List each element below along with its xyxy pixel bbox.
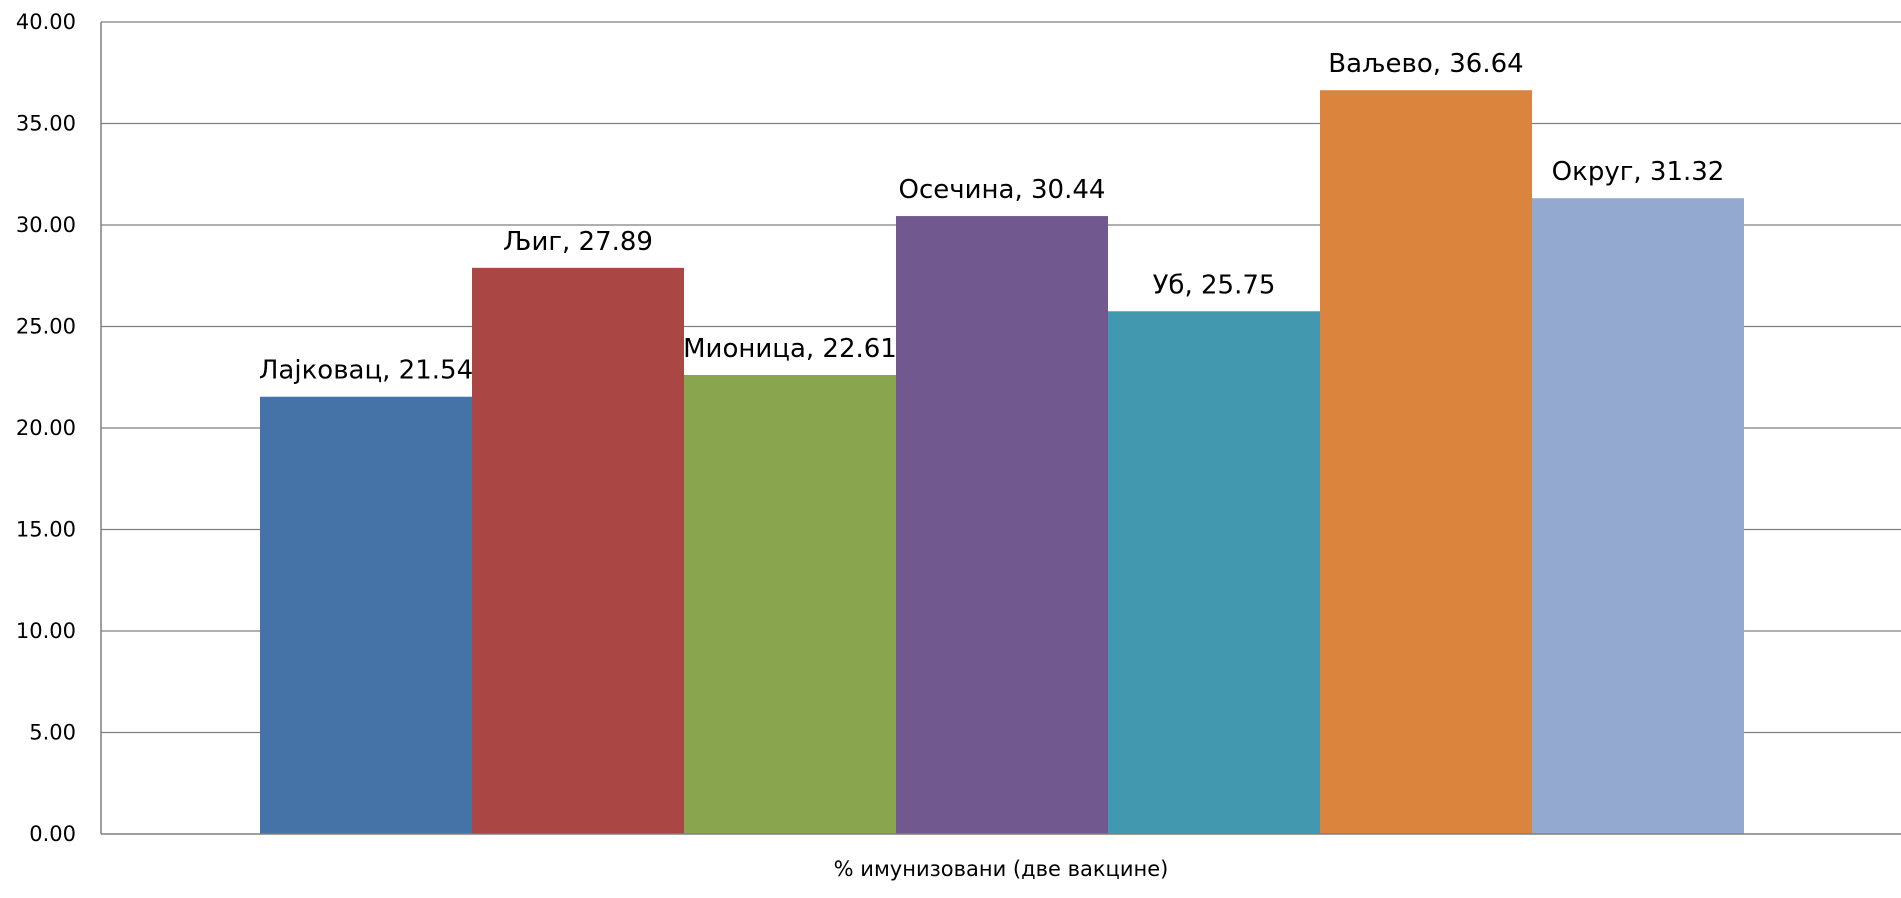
y-tick-label: 30.00 [16, 213, 76, 237]
y-axis-tick-labels: 0.00 5.00 10.00 15.00 20.00 25.00 30.00 35.00 40… [16, 10, 76, 846]
y-tick-label: 5.00 [29, 721, 76, 745]
data-label: Уб, 25.75 [1153, 270, 1276, 300]
x-axis-category-label: % имунизовани (две вакцине) [834, 857, 1169, 881]
bar-7 [1532, 198, 1744, 835]
y-tick-label: 35.00 [16, 112, 76, 136]
data-label: Осечина, 30.44 [899, 175, 1106, 205]
data-label: Ваљево, 36.64 [1328, 49, 1523, 79]
data-label: Лајковац, 21.54 [259, 356, 473, 386]
data-label: Мионица, 22.61 [683, 334, 897, 364]
y-tick-label: 0.00 [29, 822, 76, 846]
y-tick-label: 20.00 [16, 416, 76, 440]
y-tick-label: 40.00 [16, 10, 76, 34]
bar-5 [1108, 311, 1320, 834]
y-tick-label: 25.00 [16, 315, 76, 339]
bar-4 [896, 216, 1108, 834]
bar-1 [260, 396, 472, 834]
y-tick-label: 15.00 [16, 518, 76, 542]
bar-3 [684, 375, 896, 834]
data-label: Љиг, 27.89 [503, 227, 653, 257]
bar-2 [472, 267, 684, 834]
bars [260, 90, 1744, 835]
bar-6 [1320, 90, 1532, 834]
data-labels: Лајковац, 21.54 Љиг, 27.89 Мионица, 22.61 О… [259, 49, 1724, 386]
y-tick-label: 10.00 [16, 619, 76, 643]
data-label: Округ, 31.32 [1552, 157, 1725, 187]
